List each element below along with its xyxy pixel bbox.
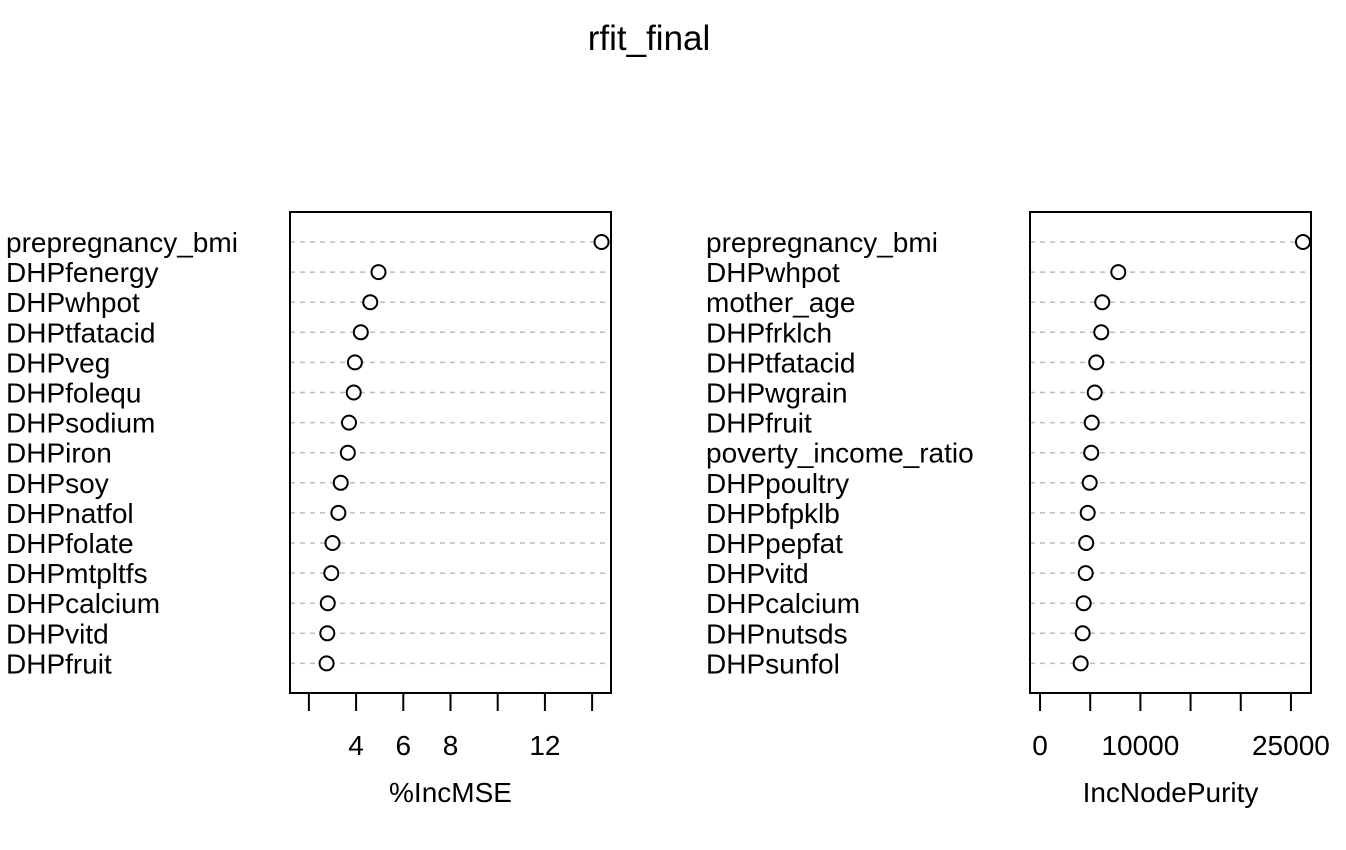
variable-label-mother_age: mother_age	[706, 287, 855, 318]
variable-label-DHPvitd: DHPvitd	[6, 618, 109, 649]
point-DHPnutsds	[1074, 625, 1091, 642]
point-DHPtfatacid	[1088, 354, 1105, 371]
point-DHPwgrain	[1086, 384, 1103, 401]
variable-label-DHPiron: DHPiron	[6, 438, 112, 469]
variable-label-DHPfolate: DHPfolate	[6, 528, 134, 559]
point-DHPvitd	[1077, 565, 1094, 582]
x-tick-label: 10000	[1101, 730, 1179, 761]
point-DHPcalcium	[1075, 595, 1092, 612]
variable-label-DHPtfatacid: DHPtfatacid	[6, 317, 155, 348]
point-DHPiron	[339, 444, 356, 461]
point-DHPfruit	[318, 655, 335, 672]
variable-label-DHPfenergy: DHPfenergy	[6, 257, 159, 288]
chart-title: rfit_final	[588, 19, 711, 58]
variable-label-DHPbfpklb: DHPbfpklb	[706, 498, 840, 529]
point-DHPfolequ	[345, 384, 362, 401]
variable-label-DHPpoultry: DHPpoultry	[706, 468, 849, 499]
x-tick-label: 8	[443, 730, 459, 761]
variable-label-prepregnancy_bmi: prepregnancy_bmi	[706, 227, 938, 258]
variable-label-DHPwhpot: DHPwhpot	[706, 257, 840, 288]
point-DHPfrklch	[1093, 324, 1110, 341]
x-axis-label-incmse: %IncMSE	[389, 777, 512, 808]
point-DHPsunfol	[1072, 655, 1089, 672]
point-DHPmtpltfs	[323, 565, 340, 582]
variable-label-DHPcalcium: DHPcalcium	[706, 588, 860, 619]
variable-label-DHPsodium: DHPsodium	[6, 408, 155, 439]
point-mother_age	[1094, 294, 1111, 311]
point-DHPcalcium	[319, 595, 336, 612]
variable-label-DHPvitd: DHPvitd	[706, 558, 809, 589]
variable-label-DHPveg: DHPveg	[6, 347, 110, 378]
x-tick-label: 0	[1032, 730, 1048, 761]
panel-incnodepurity: prepregnancy_bmiDHPwhpotmother_ageDHPfrk…	[706, 211, 1330, 808]
variable-label-DHPtfatacid: DHPtfatacid	[706, 347, 855, 378]
variable-label-DHPnutsds: DHPnutsds	[706, 618, 848, 649]
variable-label-poverty_income_ratio: poverty_income_ratio	[706, 438, 974, 469]
point-prepregnancy_bmi	[1294, 234, 1311, 250]
point-DHPfenergy	[370, 264, 387, 281]
point-DHPvitd	[319, 625, 336, 642]
variable-label-DHPcalcium: DHPcalcium	[6, 588, 160, 619]
variable-label-DHPwhpot: DHPwhpot	[6, 287, 140, 318]
x-tick-label: 12	[529, 730, 560, 761]
point-prepregnancy_bmi	[593, 234, 610, 250]
x-axis-label-incnodepurity: IncNodePurity	[1083, 777, 1259, 808]
variable-label-DHPsunfol: DHPsunfol	[706, 648, 840, 679]
point-DHPsodium	[341, 414, 358, 431]
x-tick-label: 4	[348, 730, 364, 761]
point-DHPtfatacid	[352, 324, 369, 341]
variable-label-DHPfolequ: DHPfolequ	[6, 378, 141, 409]
x-tick-label: 6	[396, 730, 412, 761]
point-DHPwhpot	[362, 294, 379, 311]
point-DHPnatfol	[330, 504, 347, 521]
point-DHPfolate	[324, 535, 341, 551]
variable-label-DHPfruit: DHPfruit	[706, 408, 812, 439]
point-DHPveg	[346, 354, 363, 371]
x-tick-label: 25000	[1252, 730, 1330, 761]
point-DHPfruit	[1083, 414, 1100, 431]
variable-label-DHPpepfat: DHPpepfat	[706, 528, 843, 559]
point-DHPwhpot	[1110, 264, 1127, 281]
point-DHPbfpklb	[1079, 504, 1096, 521]
point-poverty_income_ratio	[1083, 444, 1100, 461]
variable-label-DHPfrklch: DHPfrklch	[706, 317, 832, 348]
variable-label-prepregnancy_bmi: prepregnancy_bmi	[6, 227, 238, 258]
plot-frame	[1029, 211, 1312, 694]
point-DHPpepfat	[1078, 535, 1095, 551]
variable-label-DHPnatfol: DHPnatfol	[6, 498, 134, 529]
variable-label-DHPmtpltfs: DHPmtpltfs	[6, 558, 148, 589]
point-DHPsoy	[332, 474, 349, 491]
variable-label-DHPwgrain: DHPwgrain	[706, 378, 848, 409]
panel-incmse: prepregnancy_bmiDHPfenergyDHPwhpotDHPtfa…	[6, 211, 612, 808]
variable-label-DHPfruit: DHPfruit	[6, 648, 112, 679]
point-DHPpoultry	[1081, 474, 1098, 491]
variable-label-DHPsoy: DHPsoy	[6, 468, 109, 499]
